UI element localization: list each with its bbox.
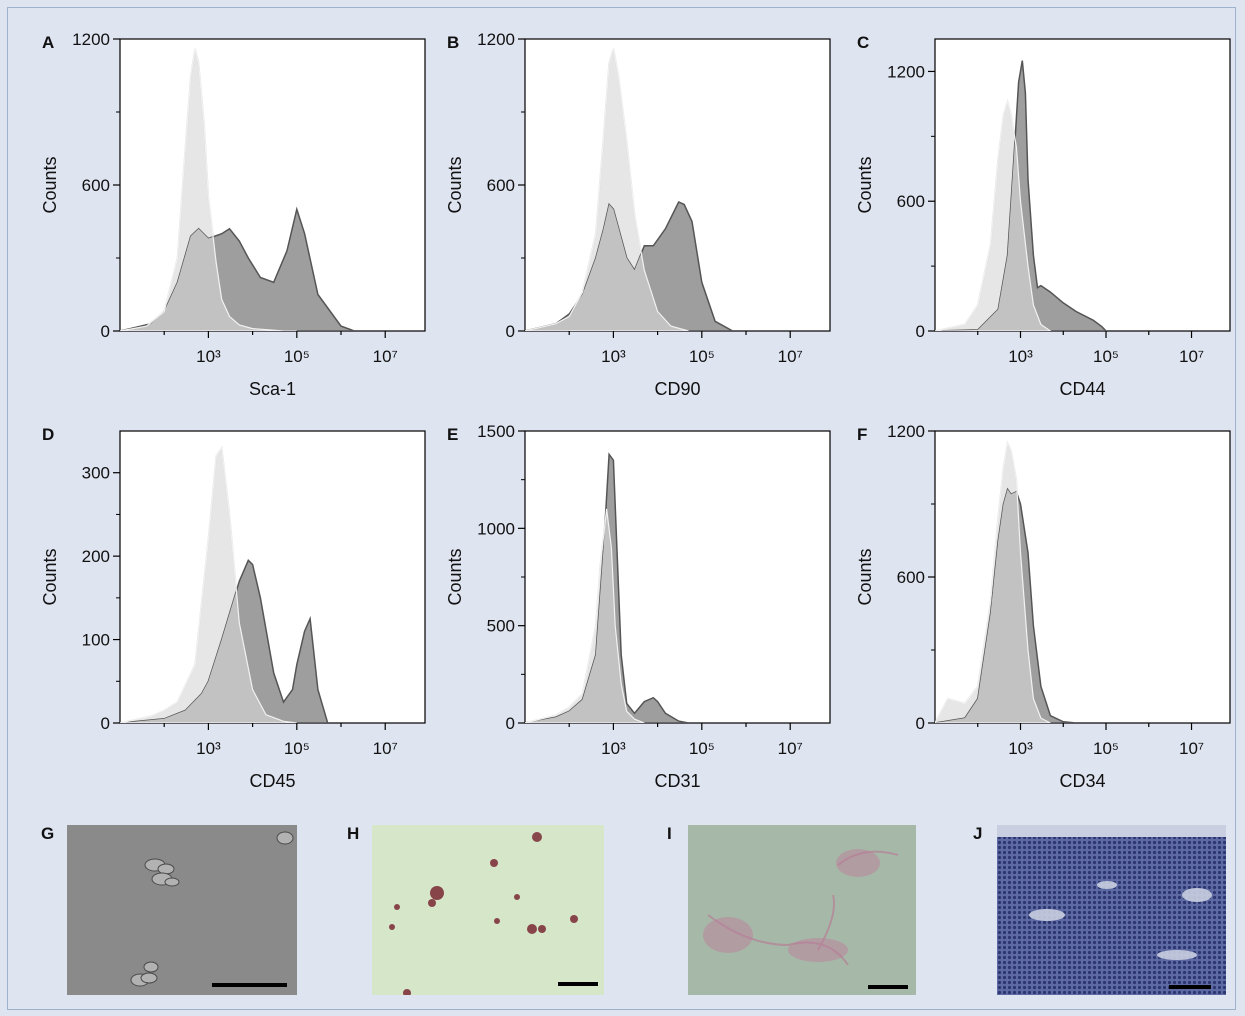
- x-tick-label: 10⁵: [689, 347, 715, 366]
- panel-letter: C: [857, 33, 869, 52]
- x-tick-label: 10³: [601, 739, 626, 758]
- figure-frame: [7, 7, 1236, 1010]
- micrograph-j: [997, 825, 1226, 995]
- y-tick-label: 200: [82, 547, 110, 566]
- scale-bar-i: [868, 985, 908, 989]
- panel-letter-j: J: [973, 824, 983, 843]
- x-tick-label: 10⁷: [1179, 347, 1204, 366]
- micrograph-h-image: [372, 825, 604, 995]
- x-axis-label: Sca-1: [249, 379, 296, 399]
- y-tick-label: 1500: [477, 422, 515, 441]
- y-tick-label: 1200: [477, 30, 515, 49]
- y-axis-label: Counts: [40, 548, 60, 605]
- histogram-panel-c: C 0 600 1200 10³ 10⁵ 10⁷ CD44 Counts: [855, 33, 1231, 399]
- overlap-region: [935, 489, 1051, 723]
- micrograph-i-image: [688, 825, 916, 995]
- control-outline: [525, 508, 645, 723]
- y-axis-label: Counts: [445, 548, 465, 605]
- micrograph-g-image: [67, 825, 297, 995]
- micrograph-h: [372, 825, 604, 995]
- x-tick-label: 10⁷: [1179, 739, 1204, 758]
- y-axis-label: Counts: [855, 156, 875, 213]
- x-tick-label: 10³: [601, 347, 626, 366]
- x-axis-label: CD31: [654, 771, 700, 791]
- x-tick-label: 10³: [1008, 739, 1033, 758]
- histogram-panel-f: F 0 600 1200 10³ 10⁵ 10⁷ CD34 Counts: [855, 422, 1231, 791]
- x-axis-label: CD34: [1059, 771, 1105, 791]
- scale-bar-g: [212, 983, 287, 987]
- overlap-region: [525, 508, 645, 723]
- control-outline: [525, 48, 689, 331]
- x-tick-label: 10⁷: [778, 739, 803, 758]
- x-tick-label: 10⁵: [689, 739, 715, 758]
- histogram-panel-d: D 0 100 200 300 10³ 10⁵ 10⁷ CD45 Counts: [40, 425, 426, 791]
- x-tick-label: 10⁵: [284, 347, 310, 366]
- y-tick-label: 1200: [887, 422, 925, 441]
- y-tick-label: 0: [506, 714, 515, 733]
- panel-letter: E: [447, 425, 458, 444]
- y-tick-label: 0: [101, 714, 110, 733]
- y-tick-label: 0: [916, 322, 925, 341]
- panel-letter: F: [857, 425, 867, 444]
- control-outline: [935, 441, 1051, 723]
- y-tick-label: 600: [897, 568, 925, 587]
- x-tick-label: 10⁷: [373, 347, 398, 366]
- y-tick-label: 600: [82, 176, 110, 195]
- y-tick-label: 300: [82, 464, 110, 483]
- x-tick-label: 10³: [196, 347, 221, 366]
- panel-letter-h: H: [347, 824, 360, 843]
- plot-area: [524, 430, 831, 724]
- panel-letter-i: I: [667, 824, 672, 843]
- y-tick-label: 0: [506, 322, 515, 341]
- x-tick-label: 10⁷: [778, 347, 803, 366]
- histogram-panel-b: B 0 600 1200 10³ 10⁵ 10⁷ CD90 Counts: [445, 30, 831, 399]
- y-tick-label: 1000: [477, 519, 515, 538]
- y-tick-label: 0: [101, 322, 110, 341]
- x-axis-label: CD45: [249, 771, 295, 791]
- scale-bar-j: [1169, 985, 1211, 989]
- plot-area: [934, 38, 1231, 332]
- x-axis-label: CD90: [654, 379, 700, 399]
- x-tick-label: 10⁵: [284, 739, 310, 758]
- y-axis-label: Counts: [855, 548, 875, 605]
- y-tick-label: 100: [82, 631, 110, 650]
- control-outline: [120, 446, 297, 723]
- x-tick-label: 10³: [196, 739, 221, 758]
- x-tick-label: 10⁵: [1093, 739, 1119, 758]
- scale-bar-h: [558, 982, 598, 986]
- panel-letter-g: G: [41, 824, 55, 843]
- x-tick-label: 10⁷: [373, 739, 398, 758]
- y-tick-label: 600: [897, 192, 925, 211]
- panel-letter: A: [42, 33, 54, 52]
- micrograph-g: [67, 825, 297, 995]
- y-tick-label: 0: [916, 714, 925, 733]
- y-tick-label: 1200: [72, 30, 110, 49]
- control-outline: [935, 99, 1052, 331]
- control-outline: [120, 48, 297, 331]
- micrograph-j-image: [997, 825, 1226, 995]
- y-axis-label: Counts: [40, 156, 60, 213]
- x-tick-label: 10⁵: [1093, 347, 1119, 366]
- x-tick-label: 10³: [1008, 347, 1033, 366]
- y-tick-label: 500: [487, 617, 515, 636]
- y-tick-label: 1200: [887, 62, 925, 81]
- y-axis-label: Counts: [445, 156, 465, 213]
- micrograph-i: [688, 825, 916, 995]
- histogram-panel-a: A 0 600 1200 10³ 10⁵ 10⁷ Sca-1 Counts: [40, 30, 426, 399]
- histogram-panel-e: E 0 500 1000 1500 10³ 10⁵ 10⁷ CD31 Counts: [445, 422, 831, 791]
- y-tick-label: 600: [487, 176, 515, 195]
- x-axis-label: CD44: [1059, 379, 1105, 399]
- panel-letter: B: [447, 33, 459, 52]
- panel-letter: D: [42, 425, 54, 444]
